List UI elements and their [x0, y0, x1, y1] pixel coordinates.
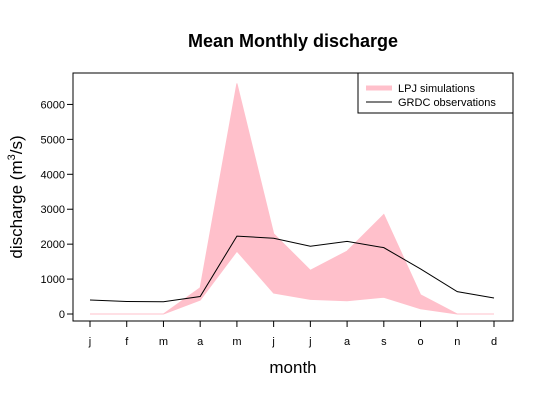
y-tick-label: 1000 — [41, 274, 65, 286]
y-tick-label: 5000 — [41, 134, 65, 146]
x-tick-label: d — [491, 336, 497, 348]
x-tick-label: m — [232, 336, 241, 348]
x-tick-label: f — [125, 336, 129, 348]
grdc-observations-line-layer — [89, 235, 495, 303]
y-axis-title: discharge (m3/s) — [6, 135, 26, 258]
x-tick-label: j — [88, 336, 91, 348]
chart-title: Mean Monthly discharge — [188, 31, 398, 51]
x-axis-title: month — [269, 358, 316, 377]
x-tick-label: o — [417, 336, 423, 348]
legend: LPJ simulations GRDC observations — [357, 72, 514, 114]
grdc-observations-line — [89, 235, 495, 303]
x-tick-label: s — [381, 336, 387, 348]
y-axis-title-superscript: 3 — [6, 154, 18, 160]
y-tick-label: 4000 — [41, 169, 65, 181]
y-tick-label: 0 — [59, 309, 65, 321]
y-tick-label: 2000 — [41, 239, 65, 251]
x-tick-label: j — [308, 336, 311, 348]
plot-frame — [72, 72, 514, 322]
lpj-simulations-band — [90, 83, 494, 315]
legend-box — [357, 72, 514, 114]
y-axis: 0 1000 2000 3000 4000 5000 6000 — [41, 99, 73, 321]
y-tick-label: 6000 — [41, 99, 65, 111]
y-axis-title-end: /s) — [7, 135, 26, 154]
x-tick-label: n — [454, 336, 460, 348]
x-tick-label: j — [271, 336, 274, 348]
x-tick-label: m — [159, 336, 168, 348]
legend-label-grdc-observations: GRDC observations — [398, 97, 496, 109]
lpj-simulations-band-layer — [90, 83, 494, 315]
y-axis-title-main: discharge (m — [7, 160, 26, 258]
legend-label-lpj-simulations: LPJ simulations — [398, 83, 476, 95]
y-tick-label: 3000 — [41, 204, 65, 216]
x-tick-label: a — [197, 336, 204, 348]
x-tick-label: a — [344, 336, 351, 348]
